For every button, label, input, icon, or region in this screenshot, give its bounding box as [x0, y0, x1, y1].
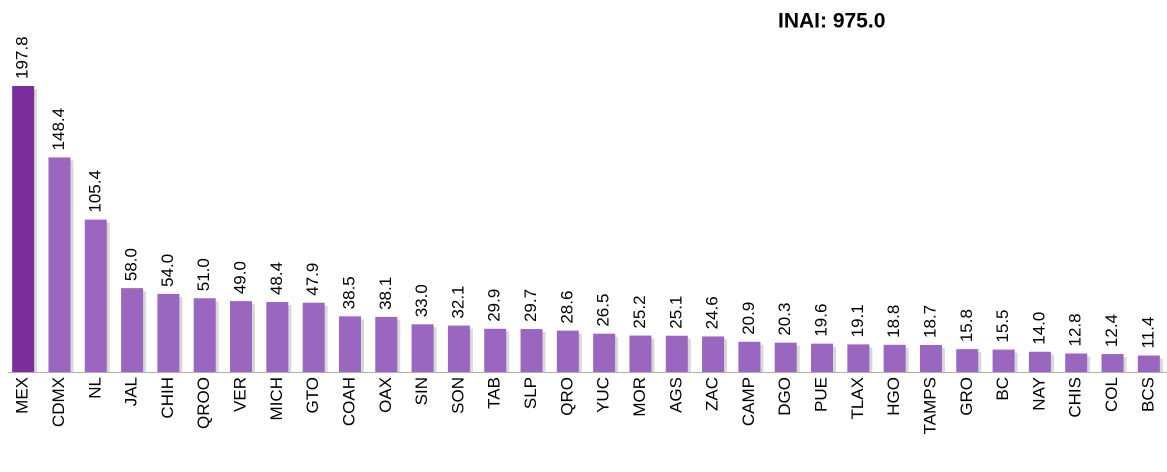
x-tick-label: GRO	[957, 377, 976, 416]
x-tick-label: COL	[1102, 377, 1121, 412]
x-tick-label: MICH	[267, 377, 286, 420]
x-tick-label: ZAC	[703, 377, 722, 411]
x-tick-label: TLAX	[848, 377, 867, 420]
bar	[302, 302, 325, 372]
value-label: 29.7	[521, 289, 540, 322]
bar	[484, 328, 507, 372]
x-tick-label: SLP	[521, 377, 540, 409]
bar	[1137, 355, 1160, 372]
x-tick-label: MEX	[13, 377, 32, 414]
value-label: 105.4	[85, 170, 104, 213]
annotation: INAI: 975.0	[778, 10, 885, 33]
value-label: 28.6	[557, 291, 576, 324]
bar	[520, 329, 543, 372]
value-label: 15.5	[993, 309, 1012, 342]
x-tick-label: BCS	[1138, 377, 1157, 412]
x-tick-label: SIN	[412, 377, 431, 405]
bar	[193, 298, 216, 372]
bar	[811, 343, 834, 372]
value-label: 12.8	[1066, 313, 1085, 346]
bar	[556, 330, 579, 372]
bar	[12, 86, 35, 372]
value-label: 49.0	[231, 261, 250, 294]
bar	[847, 344, 870, 372]
bar	[157, 293, 180, 372]
bar	[629, 335, 652, 372]
value-label: 20.9	[739, 302, 758, 335]
x-tick-label: VER	[231, 377, 250, 412]
value-label: 12.4	[1102, 314, 1121, 347]
bar	[593, 333, 616, 372]
x-tick-label: DGO	[775, 377, 794, 416]
value-label: 20.3	[775, 303, 794, 336]
bar	[48, 157, 71, 372]
value-label: 33.0	[412, 284, 431, 317]
x-tick-label: HGO	[884, 377, 903, 416]
x-tick-label: NAY	[1029, 377, 1048, 411]
bar	[266, 302, 289, 372]
bar	[883, 344, 906, 372]
value-label: 38.1	[376, 277, 395, 310]
x-tick-label: SON	[448, 377, 467, 414]
bar	[375, 316, 398, 372]
x-tick-label: GTO	[303, 377, 322, 414]
bar	[1028, 351, 1051, 372]
value-label: 25.2	[630, 295, 649, 328]
value-label: 58.0	[122, 248, 141, 281]
value-label: 19.1	[848, 304, 867, 337]
x-tick-label: CDMX	[49, 377, 68, 427]
value-label: 25.1	[666, 296, 685, 329]
value-label: 18.7	[920, 305, 939, 338]
value-label: 29.9	[485, 289, 504, 322]
x-tick-label: QROO	[194, 377, 213, 429]
x-tick-label: BC	[993, 377, 1012, 401]
value-label: 32.1	[448, 285, 467, 318]
x-tick-label: TAB	[485, 377, 504, 409]
bar	[665, 335, 688, 372]
x-tick-label: NL	[85, 377, 104, 399]
value-label: 48.4	[267, 262, 286, 295]
x-tick-label: JAL	[122, 377, 141, 406]
value-label: 51.0	[194, 258, 213, 291]
value-label: 19.6	[812, 304, 831, 337]
x-tick-label: QRO	[557, 377, 576, 416]
bar	[992, 349, 1015, 372]
bar	[702, 336, 725, 372]
value-label: 24.6	[703, 296, 722, 329]
value-label: 26.5	[594, 294, 613, 327]
x-tick-label: OAX	[376, 377, 395, 413]
bar	[121, 288, 144, 372]
value-label: 15.8	[957, 309, 976, 342]
value-label: 11.4	[1138, 317, 1157, 349]
x-tick-label: PUE	[812, 377, 831, 412]
x-tick-label: CHIH	[158, 377, 177, 419]
bar	[1101, 354, 1124, 372]
bar	[919, 344, 942, 372]
x-tick-label: AGS	[666, 377, 685, 413]
x-tick-label: YUC	[594, 377, 613, 413]
value-label: 47.9	[303, 263, 322, 296]
bar	[230, 301, 253, 372]
value-label: 197.8	[13, 36, 32, 79]
bar	[338, 316, 361, 372]
bar	[956, 349, 979, 372]
bar	[1065, 353, 1088, 372]
value-label: 38.5	[339, 276, 358, 309]
bar	[447, 325, 470, 372]
bar	[84, 219, 107, 372]
x-tick-label: TAMPS	[920, 377, 939, 434]
x-tick-label: CAMP	[739, 377, 758, 426]
bar	[774, 342, 797, 372]
x-tick-label: MOR	[630, 377, 649, 417]
value-label: 148.4	[49, 108, 68, 151]
value-label: 54.0	[158, 254, 177, 287]
x-tick-label: COAH	[339, 377, 358, 426]
value-label: 14.0	[1029, 312, 1048, 345]
value-label: 18.8	[884, 305, 903, 338]
bar	[738, 341, 761, 372]
x-tick-label: CHIS	[1066, 377, 1085, 418]
bar	[411, 324, 434, 372]
